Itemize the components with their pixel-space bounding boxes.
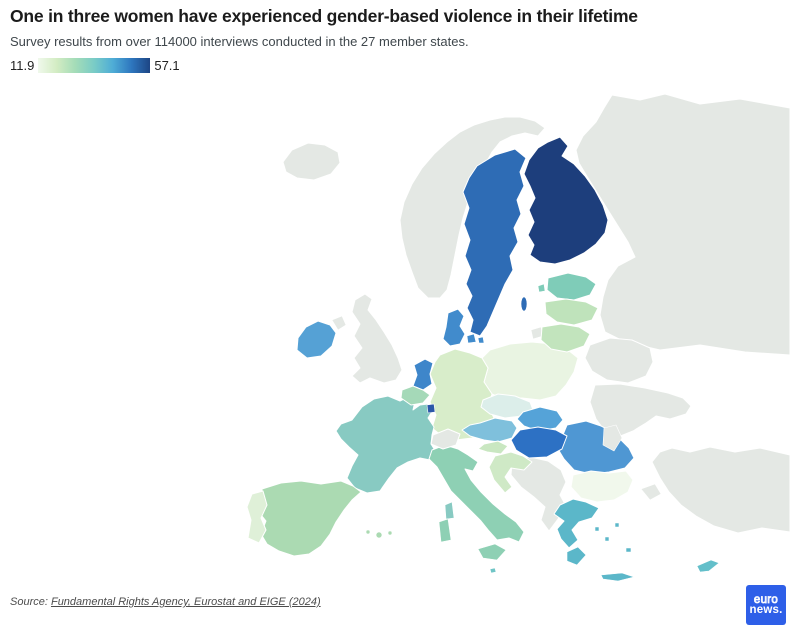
country-greece-island[interactable] [614,522,620,528]
country-lithuania[interactable] [540,323,591,353]
legend-gradient-bar [38,58,151,73]
legend: 11.9 57.1 [10,58,180,73]
source-link[interactable]: Fundamental Rights Agency, Eurostat and … [50,596,321,608]
country-spain-ibiza[interactable] [365,529,371,535]
page-title: One in three women have experienced gend… [10,6,638,26]
region-norway [399,116,546,299]
country-ireland[interactable] [296,320,337,359]
country-spain-menorca[interactable] [387,530,393,536]
country-italy-sicily[interactable] [477,543,507,561]
page-subtitle: Survey results from over 114000 intervie… [10,34,469,49]
country-portugal[interactable] [246,490,268,544]
region-turkey [651,446,790,534]
country-croatia[interactable] [488,451,533,494]
country-latvia[interactable] [544,298,599,326]
country-greece-island[interactable] [604,536,610,542]
country-denmark-funen[interactable] [466,333,477,344]
country-greece-island[interactable] [625,547,632,553]
region-ukraine [589,383,692,438]
country-slovakia[interactable] [516,406,564,432]
country-italy-sardinia[interactable] [438,518,452,543]
euronews-logo-line2: news. [749,604,783,616]
country-france-corsica[interactable] [444,501,455,520]
region-northern-ireland [331,315,347,331]
country-slovenia[interactable] [477,440,509,455]
country-austria[interactable] [461,417,518,443]
country-malta[interactable] [489,567,497,574]
country-belgium[interactable] [400,385,431,406]
country-cyprus[interactable] [696,559,720,573]
country-bulgaria[interactable] [570,470,634,503]
country-greece-crete[interactable] [600,572,635,582]
region-russia [575,93,790,356]
region-turkey-thrace [640,483,662,501]
region-united-kingdom [351,293,403,384]
country-greece-island[interactable] [594,526,600,532]
legend-max-label: 57.1 [154,58,180,73]
region-iceland [282,142,341,181]
country-netherlands[interactable] [412,358,434,391]
region-belarus [584,337,654,384]
country-spain-mallorca[interactable] [375,531,383,539]
country-finland[interactable] [523,136,609,265]
region-moldova [602,424,623,452]
legend-min-label: 11.9 [10,58,35,73]
country-france[interactable] [335,395,437,494]
country-luxembourg[interactable] [426,403,436,414]
country-denmark[interactable] [442,308,466,347]
region-western-balkans [510,456,567,532]
country-greece[interactable] [553,498,600,549]
country-italy[interactable] [428,444,525,543]
country-denmark-zealand[interactable] [477,336,485,344]
country-spain[interactable] [257,480,362,557]
country-sweden[interactable] [462,148,527,337]
country-hungary[interactable] [510,426,568,459]
country-estonia[interactable] [546,272,597,301]
country-greece-peloponnese[interactable] [566,546,587,566]
source-line: Source: Fundamental Rights Agency, Euros… [10,596,321,608]
euronews-logo[interactable]: euro news. [746,585,786,625]
country-estonia-islands[interactable] [537,283,546,293]
region-switzerland [430,428,461,450]
country-sweden-gotland[interactable] [520,296,528,312]
source-prefix: Source: [10,596,51,608]
euronews-logo-line1: euro [753,593,779,606]
